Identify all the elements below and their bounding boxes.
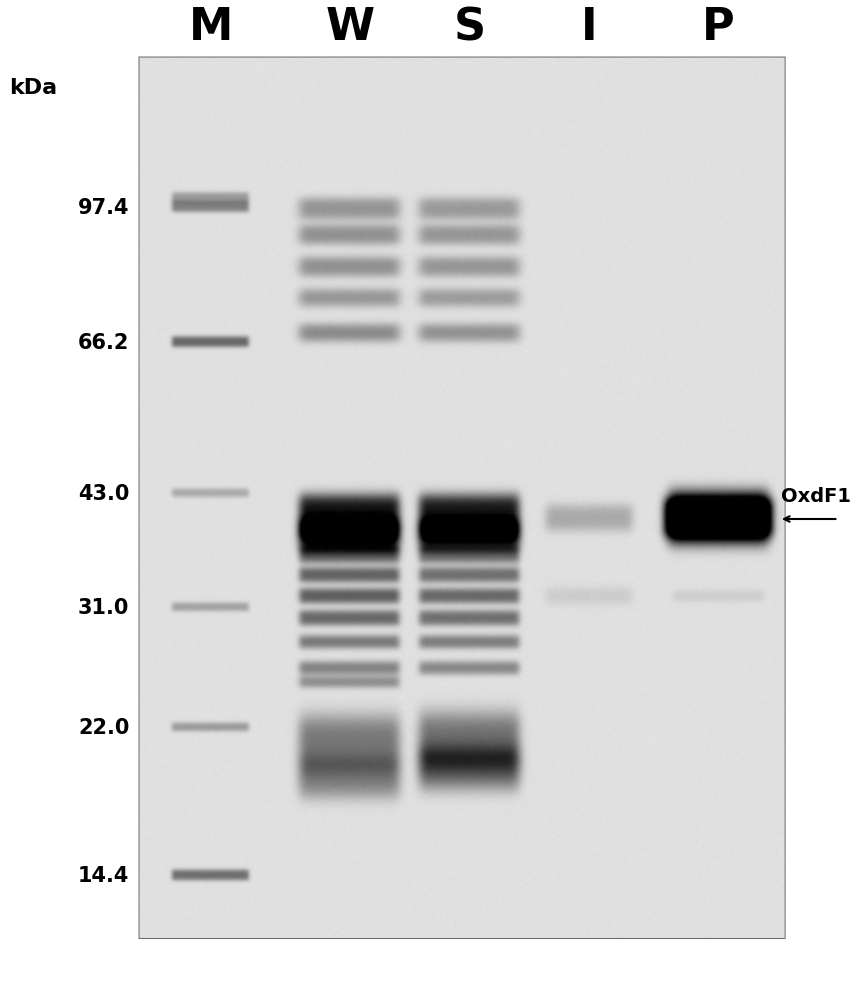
- Text: 66.2: 66.2: [78, 333, 130, 353]
- Text: 43.0: 43.0: [78, 484, 130, 504]
- Text: OxdF1: OxdF1: [781, 488, 851, 506]
- Text: I: I: [581, 6, 598, 49]
- Text: kDa: kDa: [9, 78, 58, 98]
- Text: P: P: [703, 6, 735, 49]
- Text: W: W: [326, 6, 375, 49]
- Text: S: S: [454, 6, 485, 49]
- Text: 22.0: 22.0: [78, 718, 130, 738]
- Text: 97.4: 97.4: [78, 198, 130, 218]
- Text: M: M: [189, 6, 233, 49]
- Text: 31.0: 31.0: [78, 598, 130, 618]
- Text: 14.4: 14.4: [78, 866, 130, 886]
